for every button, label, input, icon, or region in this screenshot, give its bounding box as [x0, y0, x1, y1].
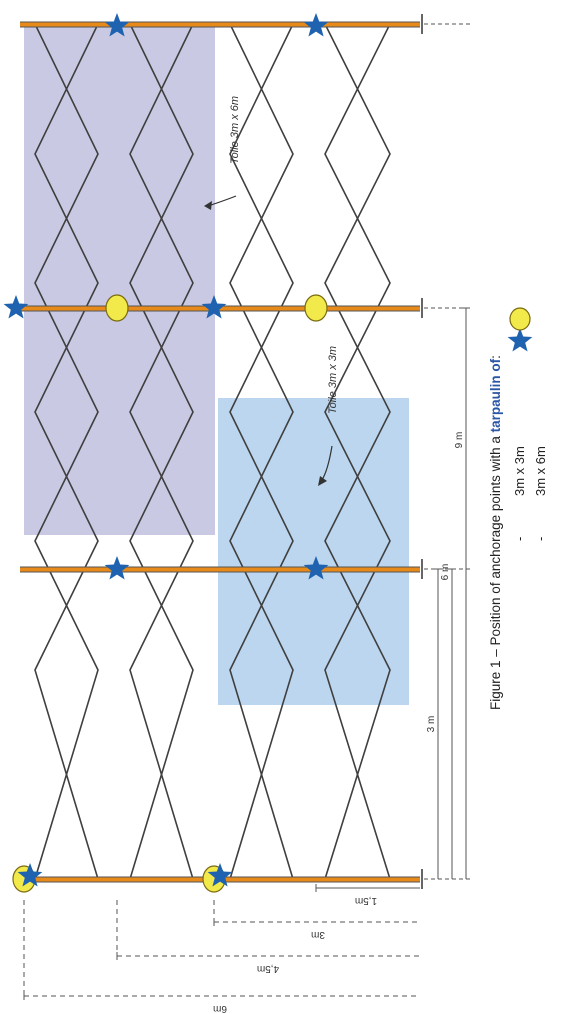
pole-3 [20, 567, 420, 572]
pole-1 [20, 22, 420, 27]
dim-6m-left-label: 6m [213, 1003, 227, 1014]
caption-suffix: : [488, 355, 503, 359]
pole-extension-lines [424, 23, 470, 880]
caption-prefix: Figure 1 – Position of anchorage points … [488, 432, 503, 710]
dim-3m-left-label: 3m [311, 929, 325, 940]
toile-3x3-label: Toile 3m x 3m [327, 346, 339, 414]
cross-braces [34, 23, 391, 880]
legend-item-2-text: 3m x 6m [533, 446, 548, 496]
circle-icon [304, 294, 328, 322]
legend-item-1-text: 3m x 3m [512, 446, 527, 496]
toile-3x6-label: Toile 3m x 6m [229, 96, 241, 164]
dim-4-5m-left-label: 4,5m [257, 963, 279, 974]
figure-caption: Figure 1 – Position of anchorage points … [488, 355, 503, 710]
star-icon [507, 328, 533, 352]
dim-3m-label: 3 m [426, 716, 437, 733]
dim-9m-label: 9 m [454, 432, 465, 449]
legend-item-2-dash: - [533, 537, 548, 541]
circle-icon [105, 294, 129, 322]
tarp-3x3-area [218, 398, 409, 705]
dim-6m-label: 6 m [440, 564, 451, 581]
legend-item-1-dash: - [512, 537, 527, 541]
tarp-3x6-area [24, 24, 215, 535]
star-icon [104, 556, 130, 580]
caption-highlight: tarpaulin of [488, 358, 503, 432]
dimension-lines-bottom [434, 307, 470, 879]
star-icon [303, 13, 329, 37]
dim-1-5m-left-label: 1,5m [355, 895, 377, 906]
circle-icon [509, 307, 531, 331]
dimension-lines-left [23, 884, 420, 1000]
